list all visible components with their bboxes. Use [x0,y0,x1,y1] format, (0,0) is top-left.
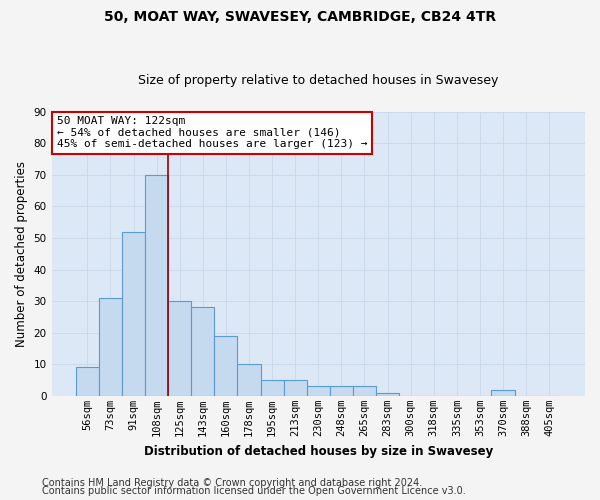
Text: 50 MOAT WAY: 122sqm
← 54% of detached houses are smaller (146)
45% of semi-detac: 50 MOAT WAY: 122sqm ← 54% of detached ho… [57,116,367,149]
Text: Contains HM Land Registry data © Crown copyright and database right 2024.: Contains HM Land Registry data © Crown c… [42,478,422,488]
Y-axis label: Number of detached properties: Number of detached properties [15,161,28,347]
Bar [122,232,145,396]
Bar [330,386,353,396]
Bar [353,386,376,396]
Bar [376,392,399,396]
Bar [99,298,122,396]
Bar [260,380,284,396]
Bar [214,336,238,396]
Bar [284,380,307,396]
Bar [145,175,168,396]
Bar [238,364,260,396]
Text: 50, MOAT WAY, SWAVESEY, CAMBRIDGE, CB24 4TR: 50, MOAT WAY, SWAVESEY, CAMBRIDGE, CB24 … [104,10,496,24]
Title: Size of property relative to detached houses in Swavesey: Size of property relative to detached ho… [138,74,499,87]
Bar [76,368,99,396]
X-axis label: Distribution of detached houses by size in Swavesey: Distribution of detached houses by size … [143,444,493,458]
Bar [491,390,515,396]
Bar [191,308,214,396]
Bar [307,386,330,396]
Bar [168,301,191,396]
Text: Contains public sector information licensed under the Open Government Licence v3: Contains public sector information licen… [42,486,466,496]
